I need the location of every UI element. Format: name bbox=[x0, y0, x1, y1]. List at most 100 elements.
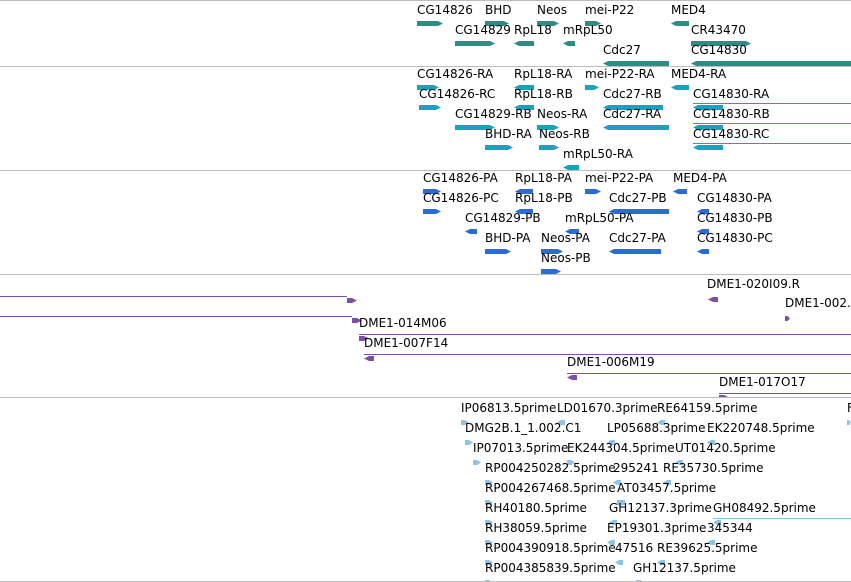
feature-glyph[interactable] bbox=[693, 100, 723, 114]
feature-label[interactable]: mei-P22-RA bbox=[585, 67, 655, 81]
feature-glyph[interactable] bbox=[364, 351, 374, 365]
feature-glyph[interactable] bbox=[537, 16, 559, 30]
feature-glyph[interactable] bbox=[675, 455, 683, 469]
feature-glyph[interactable] bbox=[708, 292, 718, 306]
feature-glyph[interactable] bbox=[567, 455, 575, 469]
feature-glyph[interactable] bbox=[563, 36, 575, 50]
feature-glyph[interactable] bbox=[485, 140, 513, 154]
feature-glyph[interactable] bbox=[485, 515, 493, 529]
feature-label[interactable]: Cdc27-RA bbox=[603, 107, 662, 121]
feature-label[interactable]: CG14830-PA bbox=[697, 191, 772, 205]
feature-label[interactable]: EP19301.3prime bbox=[607, 521, 707, 535]
feature-label[interactable]: RpL18-PB bbox=[515, 191, 573, 205]
feature-label[interactable]: DME1-006M19 bbox=[567, 355, 655, 369]
feature-glyph[interactable] bbox=[585, 80, 599, 94]
feature-label[interactable]: DMG2B.1_1.002.C1 bbox=[465, 421, 582, 435]
feature-label[interactable]: DME1-020I09.R bbox=[707, 277, 801, 291]
feature-label[interactable]: CG14830-PC bbox=[697, 231, 773, 245]
feature-glyph[interactable] bbox=[693, 120, 723, 134]
feature-label[interactable]: GH12137.5prime bbox=[633, 561, 736, 575]
feature-glyph[interactable] bbox=[657, 555, 665, 569]
feature-glyph[interactable] bbox=[609, 244, 661, 258]
feature-label[interactable]: GH12137.3prime bbox=[609, 501, 712, 515]
feature-label[interactable]: RP004385839.5prime bbox=[485, 561, 616, 575]
feature-glyph[interactable] bbox=[455, 36, 495, 50]
feature-glyph[interactable] bbox=[567, 370, 577, 384]
feature-label[interactable]: RpL18-PA bbox=[515, 171, 572, 185]
feature-glyph[interactable] bbox=[585, 184, 601, 198]
feature-label[interactable]: IP07013.5prime bbox=[473, 441, 569, 455]
feature-label[interactable]: RpL18-RA bbox=[514, 67, 573, 81]
feature-label[interactable]: CR43470 bbox=[691, 23, 746, 37]
feature-glyph[interactable] bbox=[565, 224, 579, 238]
feature-label[interactable]: DME1-002. bbox=[785, 296, 851, 310]
feature-label[interactable]: Neos-RA bbox=[537, 107, 588, 121]
feature-glyph[interactable] bbox=[603, 56, 669, 66]
feature-glyph[interactable] bbox=[557, 415, 565, 429]
feature-glyph[interactable] bbox=[514, 80, 534, 94]
feature-label[interactable]: CG14826-RA bbox=[417, 67, 494, 81]
feature-label[interactable]: MED4-PA bbox=[673, 171, 727, 185]
feature-glyph[interactable] bbox=[691, 36, 751, 50]
feature-glyph[interactable] bbox=[693, 140, 723, 154]
feature-glyph[interactable] bbox=[697, 224, 709, 238]
feature-glyph[interactable] bbox=[671, 80, 689, 94]
feature-label[interactable]: RH40180.5prime bbox=[485, 501, 587, 515]
feature-glyph[interactable] bbox=[465, 435, 473, 449]
feature-glyph[interactable] bbox=[485, 535, 493, 549]
feature-glyph[interactable] bbox=[541, 244, 563, 258]
feature-label[interactable]: RP004250282.5prime bbox=[485, 461, 616, 475]
feature-label[interactable]: Cdc27-PB bbox=[609, 191, 667, 205]
feature-glyph[interactable] bbox=[585, 16, 601, 30]
feature-glyph[interactable] bbox=[537, 120, 559, 134]
feature-label[interactable]: 47516 bbox=[615, 541, 654, 555]
feature-label[interactable]: Neos-RB bbox=[539, 127, 590, 141]
feature-label[interactable]: EK244304.5prime bbox=[567, 441, 675, 455]
feature-glyph[interactable] bbox=[515, 204, 533, 218]
feature-label[interactable]: RH38059.5prime bbox=[485, 521, 587, 535]
feature-label[interactable]: CG14826-PA bbox=[423, 171, 498, 185]
feature-label[interactable]: CG14830 bbox=[691, 43, 747, 57]
feature-glyph[interactable] bbox=[673, 184, 687, 198]
feature-label[interactable]: CG14830-PB bbox=[697, 211, 773, 225]
feature-label[interactable]: RP004267468.5prime bbox=[485, 481, 616, 495]
feature-label[interactable]: CG14829 bbox=[455, 23, 511, 37]
feature-label[interactable]: mRpL50-RA bbox=[563, 147, 633, 161]
feature-label[interactable]: mRpL50 bbox=[563, 23, 613, 37]
feature-label[interactable]: Neos-PB bbox=[541, 251, 591, 265]
feature-glyph[interactable] bbox=[539, 140, 559, 154]
feature-label[interactable]: CG14826 bbox=[417, 3, 473, 17]
feature-label[interactable]: Neos-PA bbox=[541, 231, 590, 245]
feature-glyph[interactable] bbox=[455, 120, 495, 134]
feature-glyph[interactable] bbox=[485, 555, 493, 569]
feature-label[interactable]: CG14830-RC bbox=[693, 127, 770, 141]
feature-glyph[interactable] bbox=[419, 100, 441, 114]
feature-glyph[interactable] bbox=[473, 455, 481, 469]
feature-glyph[interactable] bbox=[485, 475, 493, 489]
feature-label[interactable]: MED4-RA bbox=[671, 67, 727, 81]
feature-glyph[interactable] bbox=[697, 204, 709, 218]
feature-glyph[interactable] bbox=[541, 264, 561, 274]
feature-label[interactable]: F bbox=[847, 401, 851, 415]
feature-label[interactable]: RpL18-RB bbox=[514, 87, 573, 101]
feature-label[interactable]: Cdc27-PA bbox=[609, 231, 666, 245]
feature-glyph[interactable] bbox=[347, 293, 357, 307]
feature-label[interactable]: RE64159.5prime bbox=[657, 401, 758, 415]
feature-glyph[interactable] bbox=[657, 415, 665, 429]
feature-glyph[interactable] bbox=[719, 390, 729, 397]
feature-glyph[interactable] bbox=[707, 435, 715, 449]
feature-label[interactable]: CG14830-RB bbox=[693, 107, 770, 121]
feature-label[interactable]: LP05688.3prime bbox=[607, 421, 706, 435]
feature-label[interactable]: DME1-017O17 bbox=[719, 375, 806, 389]
feature-glyph[interactable] bbox=[485, 495, 493, 509]
feature-glyph[interactable] bbox=[671, 16, 689, 30]
feature-label[interactable]: CG14829-RB bbox=[455, 107, 532, 121]
feature-label[interactable]: IP06813.5prime bbox=[461, 401, 557, 415]
feature-glyph[interactable] bbox=[423, 184, 441, 198]
feature-label[interactable]: LD01670.3prime bbox=[557, 401, 658, 415]
feature-glyph[interactable] bbox=[663, 475, 671, 489]
feature-glyph[interactable] bbox=[417, 16, 443, 30]
feature-glyph[interactable] bbox=[609, 515, 617, 529]
feature-glyph[interactable] bbox=[607, 535, 615, 549]
feature-glyph[interactable] bbox=[613, 475, 621, 489]
